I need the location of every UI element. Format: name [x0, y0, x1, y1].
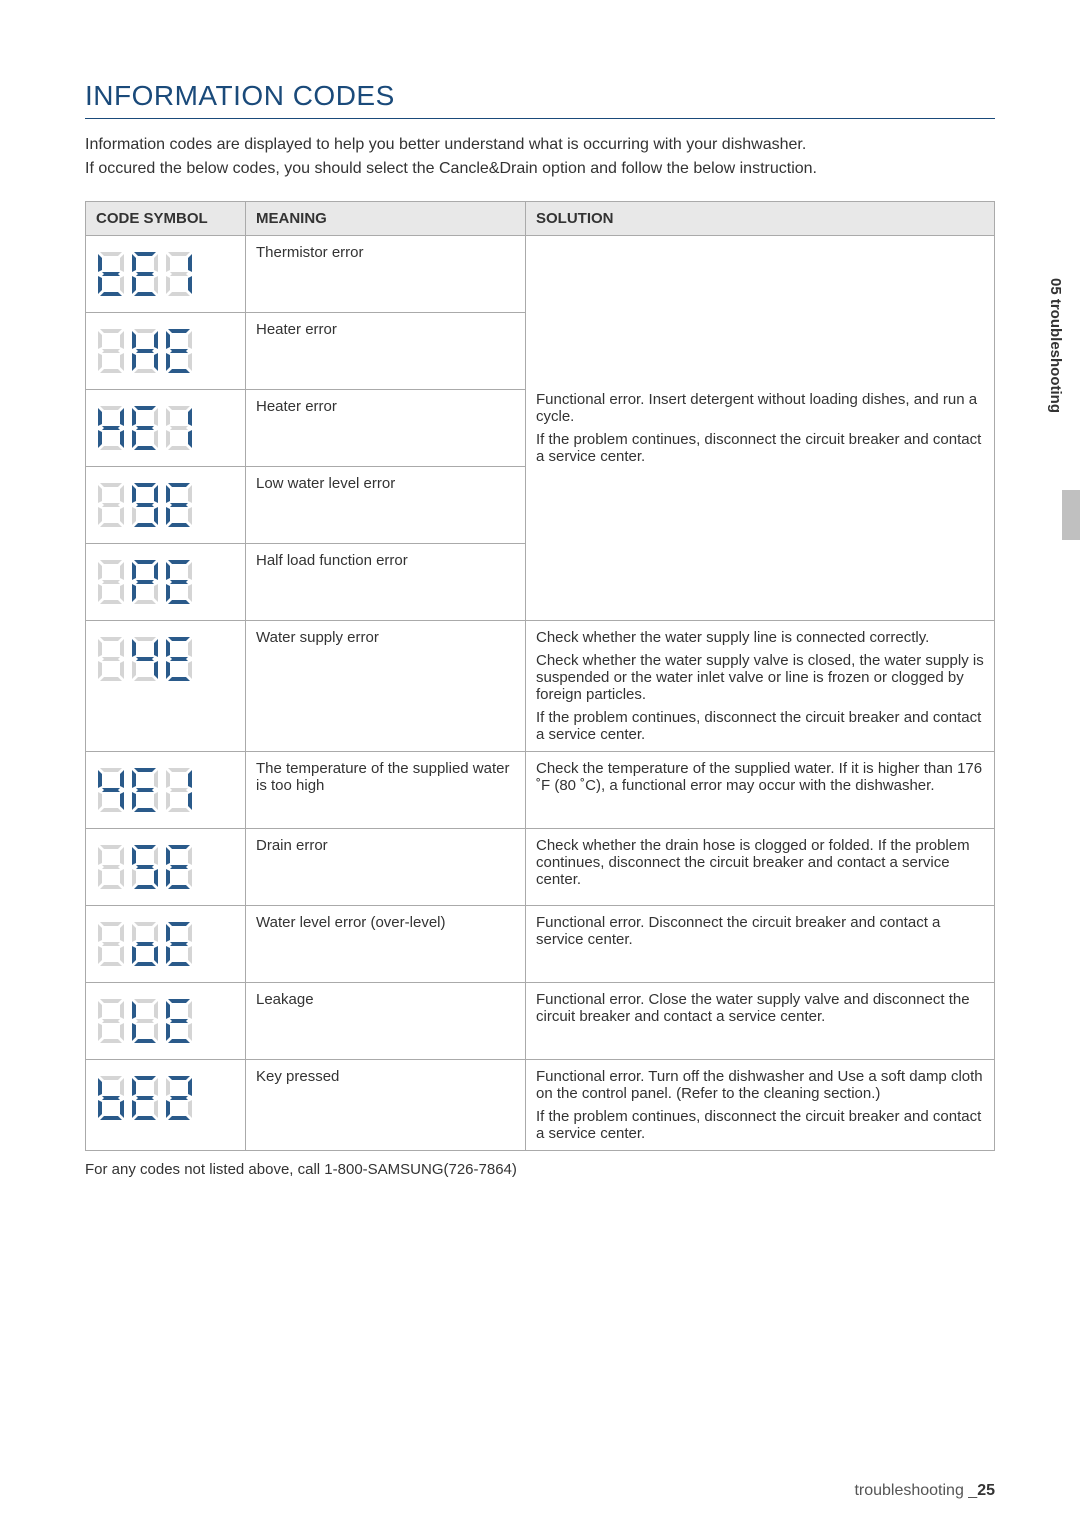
code-symbol-cell [86, 621, 246, 752]
footer-note: For any codes not listed above, call 1-8… [85, 1161, 995, 1178]
side-tab-label: 05 troubleshooting [1043, 270, 1068, 421]
table-header-row: CODE SYMBOL MEANING SOLUTION [86, 202, 995, 236]
code-display [96, 1068, 235, 1128]
col-header-symbol: CODE SYMBOL [86, 202, 246, 236]
meaning-cell: Heater error [246, 313, 526, 390]
table-row: Key pressedFunctional error. Turn off th… [86, 1060, 995, 1151]
code-symbol-cell [86, 983, 246, 1060]
meaning-cell: Leakage [246, 983, 526, 1060]
col-header-solution: SOLUTION [526, 202, 995, 236]
solution-cell: Functional error. Disconnect the circuit… [526, 906, 995, 983]
page-footer: troubleshooting _25 [854, 1482, 995, 1500]
meaning-cell: Half load function error [246, 544, 526, 621]
meaning-cell: Drain error [246, 829, 526, 906]
code-display [96, 398, 235, 458]
table-row: Thermistor errorFunctional error. Insert… [86, 236, 995, 313]
code-display [96, 914, 235, 974]
meaning-cell: Water supply error [246, 621, 526, 752]
code-display [96, 991, 235, 1051]
page-number: 25 [977, 1482, 995, 1499]
code-display [96, 552, 235, 612]
code-display [96, 760, 235, 820]
solution-cell: Check the temperature of the supplied wa… [526, 752, 995, 829]
meaning-cell: Water level error (over-level) [246, 906, 526, 983]
solution-cell: Functional error. Turn off the dishwashe… [526, 1060, 995, 1151]
code-symbol-cell [86, 1060, 246, 1151]
page-footer-label: troubleshooting _ [854, 1482, 977, 1499]
table-row: Water supply errorCheck whether the wate… [86, 621, 995, 752]
meaning-cell: Thermistor error [246, 236, 526, 313]
table-row: Drain errorCheck whether the drain hose … [86, 829, 995, 906]
meaning-cell: Key pressed [246, 1060, 526, 1151]
side-gray-bar [1062, 490, 1080, 540]
col-header-meaning: MEANING [246, 202, 526, 236]
code-display [96, 475, 235, 535]
code-symbol-cell [86, 829, 246, 906]
intro-line-1: Information codes are displayed to help … [85, 136, 806, 153]
table-row: The temperature of the supplied water is… [86, 752, 995, 829]
section-heading: INFORMATION CODES [85, 80, 995, 112]
code-display [96, 321, 235, 381]
code-display [96, 244, 235, 304]
intro-line-2: If occured the below codes, you should s… [85, 160, 817, 177]
solution-cell: Check whether the drain hose is clogged … [526, 829, 995, 906]
table-row: Water level error (over-level)Functional… [86, 906, 995, 983]
code-symbol-cell [86, 236, 246, 313]
heading-underline [85, 118, 995, 119]
code-display [96, 629, 235, 689]
solution-cell: Check whether the water supply line is c… [526, 621, 995, 752]
code-symbol-cell [86, 390, 246, 467]
information-codes-table: CODE SYMBOL MEANING SOLUTION Thermistor … [85, 201, 995, 1151]
meaning-cell: Low water level error [246, 467, 526, 544]
code-symbol-cell [86, 467, 246, 544]
solution-cell: Functional error. Insert detergent witho… [526, 236, 995, 621]
code-symbol-cell [86, 544, 246, 621]
meaning-cell: The temperature of the supplied water is… [246, 752, 526, 829]
code-symbol-cell [86, 752, 246, 829]
code-symbol-cell [86, 906, 246, 983]
solution-cell: Functional error. Close the water supply… [526, 983, 995, 1060]
intro-text: Information codes are displayed to help … [85, 133, 995, 181]
meaning-cell: Heater error [246, 390, 526, 467]
code-display [96, 837, 235, 897]
code-symbol-cell [86, 313, 246, 390]
table-row: LeakageFunctional error. Close the water… [86, 983, 995, 1060]
